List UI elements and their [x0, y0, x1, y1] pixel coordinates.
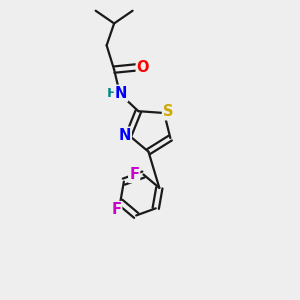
- Text: F: F: [129, 167, 139, 182]
- Text: N: N: [115, 86, 127, 101]
- Text: F: F: [111, 202, 121, 217]
- Text: H: H: [107, 87, 118, 101]
- Text: S: S: [163, 104, 173, 119]
- Text: N: N: [118, 128, 131, 142]
- Text: O: O: [137, 60, 149, 75]
